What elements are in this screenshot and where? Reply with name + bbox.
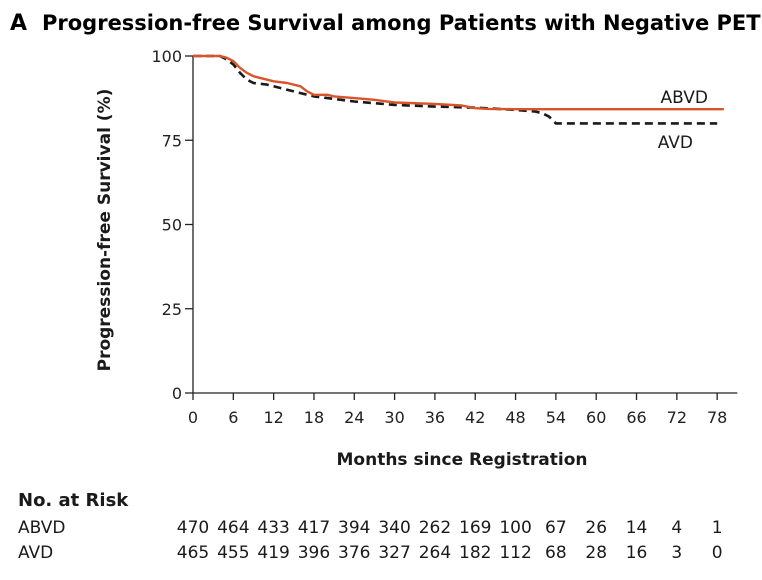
risk-value-abvd: 1: [712, 518, 723, 538]
x-tick-label: 78: [707, 408, 727, 427]
risk-value-abvd: 169: [459, 518, 491, 538]
y-tick-label: 100: [151, 47, 182, 66]
x-tick-label: 0: [188, 408, 198, 427]
risk-value-avd: 68: [545, 543, 567, 563]
risk-value-abvd: 14: [626, 518, 648, 538]
y-tick-label: 75: [162, 131, 182, 150]
risk-value-avd: 419: [257, 543, 289, 563]
y-axis-ticks: 0 25 50 75 100: [151, 47, 193, 403]
x-tick-label: 48: [505, 408, 525, 427]
x-tick-label: 72: [667, 408, 687, 427]
risk-value-avd: 264: [419, 543, 451, 563]
x-tick-label: 24: [344, 408, 364, 427]
risk-value-avd: 28: [585, 543, 607, 563]
risk-value-avd: 376: [338, 543, 370, 563]
risk-value-avd: 465: [177, 543, 209, 563]
survival-curves: [193, 54, 724, 125]
x-tick-label: 12: [263, 408, 283, 427]
x-tick-label: 60: [586, 408, 606, 427]
x-tick-label: 18: [304, 408, 324, 427]
risk-value-abvd: 464: [217, 518, 249, 538]
x-tick-label: 42: [465, 408, 485, 427]
risk-value-abvd: 340: [378, 518, 410, 538]
panel-letter: A: [10, 11, 27, 36]
risk-table-values: 470 464 433 417 394 340 262 169 100 67 26 14 4 1 465 45…: [177, 518, 723, 563]
x-tick-label: 6: [228, 408, 238, 427]
x-tick-label: 36: [425, 408, 445, 427]
risk-table-header: No. at Risk: [18, 490, 129, 511]
risk-value-abvd: 417: [298, 518, 330, 538]
risk-value-abvd: 262: [419, 518, 451, 538]
x-tick-label: 66: [626, 408, 646, 427]
risk-value-avd: 112: [499, 543, 531, 563]
risk-value-abvd: 470: [177, 518, 209, 538]
chart-title: Progression-free Survival among Patients…: [42, 11, 762, 35]
risk-value-avd: 455: [217, 543, 249, 563]
risk-value-avd: 3: [671, 543, 682, 563]
risk-value-avd: 396: [298, 543, 330, 563]
risk-value-abvd: 4: [671, 518, 682, 538]
risk-value-abvd: 26: [585, 518, 607, 538]
y-tick-label: 50: [162, 216, 182, 235]
risk-row-label-abvd: ABVD: [18, 518, 66, 538]
curve-avd: [193, 54, 718, 125]
risk-row-label-avd: AVD: [18, 543, 53, 563]
risk-value-avd: 0: [712, 543, 723, 563]
y-tick-label: 25: [162, 300, 182, 319]
y-axis-title: Progression-free Survival (%): [95, 89, 115, 372]
legend-label-abvd: ABVD: [661, 88, 709, 108]
x-axis-ticks: 0 6 12 18 24 30 36 42 48 54 60 66 72 78: [188, 393, 727, 427]
risk-value-abvd: 100: [499, 518, 531, 538]
curve-abvd: [193, 54, 724, 111]
risk-value-avd: 16: [626, 543, 648, 563]
y-tick-label: 0: [172, 384, 182, 403]
x-axis-title: Months since Registration: [337, 450, 588, 470]
risk-value-abvd: 433: [257, 518, 289, 538]
risk-value-abvd: 67: [545, 518, 567, 538]
risk-value-avd: 327: [378, 543, 410, 563]
legend-label-avd: AVD: [658, 133, 693, 153]
risk-value-avd: 182: [459, 543, 491, 563]
x-tick-label: 54: [546, 408, 566, 427]
x-tick-label: 30: [384, 408, 404, 427]
risk-value-abvd: 394: [338, 518, 370, 538]
